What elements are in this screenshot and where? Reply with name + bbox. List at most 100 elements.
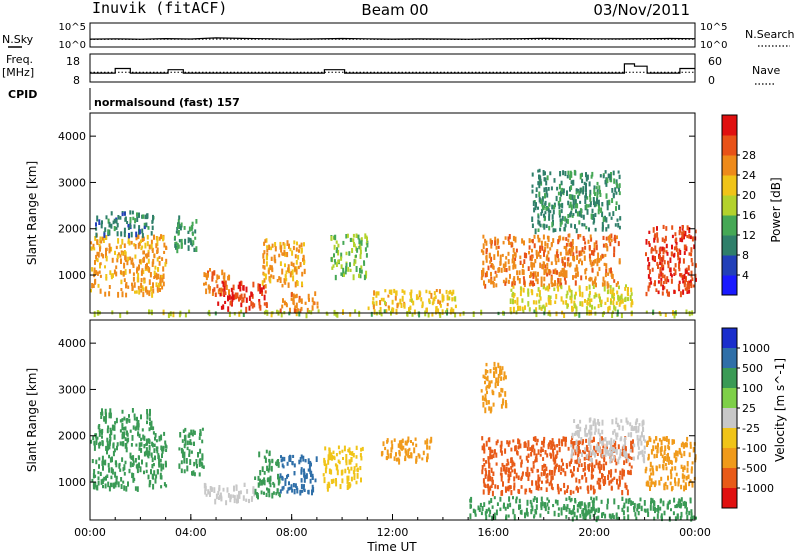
- power-cell: [371, 301, 374, 305]
- velocity-cell: [123, 432, 125, 439]
- velocity-cell: [268, 493, 271, 498]
- power-cell: [617, 281, 619, 285]
- power-cell: [544, 287, 547, 291]
- power-cell: [122, 251, 125, 256]
- velocity-cell: [574, 459, 577, 464]
- power-cell: [599, 174, 602, 178]
- power-cell: [557, 277, 560, 284]
- power-cell: [513, 293, 516, 297]
- power-cell: [553, 204, 556, 210]
- velocity-cell: [669, 469, 672, 474]
- power-cell: [116, 222, 119, 228]
- power-cell: [550, 242, 553, 246]
- power-cell: [596, 198, 598, 205]
- velocity-cell: [268, 464, 271, 471]
- velocity-cell: [557, 467, 560, 473]
- velocity-cell: [611, 450, 614, 457]
- power-cell: [279, 241, 282, 246]
- power-cell: [444, 310, 447, 314]
- velocity-cell: [154, 433, 157, 438]
- velocity-cell: [556, 499, 559, 506]
- velocity-cell: [534, 459, 537, 463]
- power-cell: [148, 267, 151, 273]
- velocity-cell: [538, 476, 541, 482]
- velocity-cell: [658, 482, 661, 486]
- velocity-cell: [504, 486, 507, 490]
- velocity-cell: [614, 449, 617, 453]
- power-cell: [90, 288, 92, 293]
- power-cell: [211, 271, 214, 278]
- power-cell: [380, 312, 383, 317]
- velocity-cell: [342, 457, 344, 460]
- velocity-cell: [531, 505, 534, 512]
- power-cell: [675, 241, 678, 245]
- power-cell: [492, 280, 494, 285]
- power-cell: [608, 199, 611, 206]
- power-cell: [451, 297, 454, 302]
- power-cell: [610, 216, 613, 220]
- velocity-cell: [636, 434, 639, 441]
- velocity-cell: [185, 458, 188, 464]
- power-cell: [269, 277, 272, 284]
- cpid-segment-text: normalsound (fast) 157: [94, 96, 240, 109]
- power-cell: [221, 280, 224, 284]
- velocity-cell: [488, 469, 491, 475]
- power-cell: [527, 301, 530, 307]
- velocity-cell: [522, 471, 524, 475]
- velocity-cell: [293, 463, 296, 468]
- power-cell: [608, 212, 611, 217]
- power-cell: [584, 198, 587, 205]
- power-cell: [534, 259, 537, 264]
- power-cell: [585, 188, 587, 193]
- velocity-cell: [490, 484, 493, 488]
- power-cell: [607, 235, 610, 241]
- power-cell: [690, 282, 693, 289]
- velocity-cell: [119, 429, 122, 433]
- power-cell: [295, 266, 298, 270]
- power-cell: [578, 312, 581, 318]
- velocity-cell: [611, 513, 614, 518]
- power-cell: [152, 282, 154, 289]
- power-cell: [574, 199, 577, 205]
- velocity-cell: [132, 473, 135, 478]
- power-cell: [585, 275, 587, 280]
- power-cell: [512, 306, 515, 313]
- velocity-cell: [668, 446, 671, 451]
- power-cell: [97, 283, 100, 288]
- power-cell: [109, 270, 112, 275]
- power-cell: [137, 272, 140, 279]
- velocity-cell: [99, 471, 102, 476]
- power-cell: [375, 300, 378, 306]
- power-cell: [485, 248, 488, 254]
- power-cell: [516, 297, 519, 302]
- power-cell: [509, 241, 512, 245]
- power-cell: [561, 267, 564, 273]
- velocity-cell: [573, 505, 575, 510]
- velocity-cell: [119, 441, 122, 446]
- power-cell: [537, 219, 540, 225]
- power-cell: [630, 292, 633, 296]
- velocity-cell: [303, 471, 306, 478]
- velocity-cell: [610, 451, 613, 455]
- power-cell: [563, 245, 566, 250]
- velocity-cell: [380, 451, 383, 457]
- velocity-cell: [485, 460, 487, 464]
- velocity-cell: [128, 468, 131, 474]
- velocity-cell: [637, 511, 640, 516]
- velocity-cell: [672, 511, 675, 516]
- velocity-cell: [587, 441, 590, 446]
- velocity-cell: [124, 437, 127, 441]
- velocity-cell: [553, 459, 556, 465]
- power-cell: [570, 210, 573, 215]
- power-cell: [546, 272, 549, 277]
- power-cell: [125, 292, 128, 298]
- velocity-cell: [349, 459, 352, 465]
- velocity-cell: [265, 492, 268, 497]
- power-cell: [221, 269, 224, 276]
- power-cell: [160, 234, 163, 239]
- power-cell: [483, 280, 485, 286]
- velocity-cell: [160, 466, 163, 472]
- velocity-cell: [651, 468, 654, 472]
- velocity-cell: [188, 449, 191, 455]
